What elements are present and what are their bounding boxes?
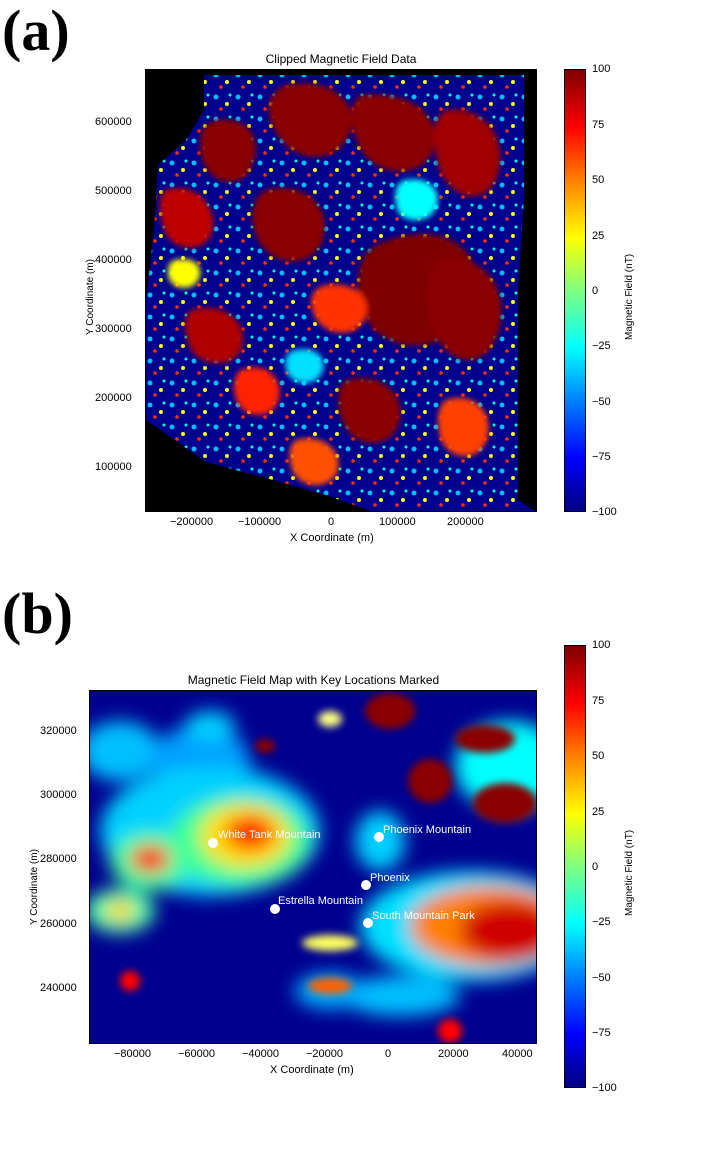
xtick-b-4: 0 [385, 1048, 392, 1060]
cbtick-a-7: −75 [592, 451, 611, 463]
ytick-b-4: 320000 [40, 725, 77, 737]
ytick-b-2: 280000 [40, 853, 77, 865]
cbtick-b-0: 100 [592, 639, 611, 651]
xtick-a-1: −100000 [238, 516, 282, 528]
panel-label-a: (a) [2, 0, 70, 63]
cbtick-b-2: 50 [592, 750, 605, 762]
heatmap-b-svg [90, 693, 536, 1043]
cbtick-b-3: 25 [592, 806, 605, 818]
xtick-b-5: 20000 [438, 1048, 469, 1060]
heatmap-a [145, 69, 537, 512]
cbtick-a-1: 75 [592, 119, 605, 131]
colorbar-label-a: Magnetic Field (nT) [624, 253, 635, 340]
label-phoenix-mountain: Phoenix Mountain [383, 824, 472, 836]
xtick-a-2: 0 [328, 516, 335, 528]
xtick-b-0: −80000 [114, 1048, 152, 1060]
marker-white-tank [208, 838, 218, 848]
label-white-tank: White Tank Mountain [218, 829, 321, 841]
chart-title-b: Magnetic Field Map with Key Locations Ma… [187, 673, 440, 687]
xtick-a-0: −200000 [170, 516, 214, 528]
cbtick-b-5: −25 [592, 916, 611, 928]
xlabel-a: X Coordinate (m) [290, 532, 374, 544]
ytick-a-0: 100000 [95, 461, 132, 473]
cbtick-a-5: −25 [592, 340, 611, 352]
xtick-a-4: 200000 [447, 516, 484, 528]
ytick-b-1: 260000 [40, 918, 77, 930]
xtick-b-6: 40000 [502, 1048, 533, 1060]
ytick-b-3: 300000 [40, 789, 77, 801]
ytick-a-3: 400000 [95, 254, 132, 266]
cbtick-b-8: −100 [592, 1082, 617, 1094]
cbtick-b-1: 75 [592, 695, 605, 707]
label-south-mountain: South Mountain Park [372, 910, 475, 922]
panel-label-b: (b) [2, 581, 73, 646]
ytick-b-0: 240000 [40, 982, 77, 994]
ytick-a-4: 500000 [95, 185, 132, 197]
ytick-a-1: 200000 [95, 392, 132, 404]
marker-estrella [270, 904, 280, 914]
marker-phoenix-mountain [374, 832, 384, 842]
heatmap-b [89, 690, 537, 1044]
chart-title-a: Clipped Magnetic Field Data [265, 52, 417, 66]
label-phoenix: Phoenix [370, 872, 410, 884]
colorbar-a [564, 69, 586, 512]
marker-phoenix [361, 880, 371, 890]
colorbar-b [564, 645, 586, 1088]
ylabel-a: Y Coordinate (m) [85, 259, 96, 335]
cbtick-a-4: 0 [592, 285, 599, 297]
cbtick-a-2: 50 [592, 174, 605, 186]
xtick-b-3: −20000 [306, 1048, 344, 1060]
ytick-a-5: 600000 [95, 116, 132, 128]
xtick-a-3: 100000 [379, 516, 416, 528]
colorbar-label-b: Magnetic Field (nT) [624, 829, 635, 916]
xlabel-b: X Coordinate (m) [270, 1064, 354, 1076]
cbtick-a-6: −50 [592, 396, 611, 408]
cbtick-a-3: 25 [592, 230, 605, 242]
cbtick-b-7: −75 [592, 1027, 611, 1039]
cbtick-b-4: 0 [592, 861, 599, 873]
cbtick-a-0: 100 [592, 63, 611, 75]
ytick-a-2: 300000 [95, 323, 132, 335]
ylabel-b: Y Coordinate (m) [29, 849, 40, 925]
label-estrella: Estrella Mountain [278, 895, 363, 907]
heatmap-a-svg [146, 75, 536, 511]
xtick-b-1: −60000 [178, 1048, 216, 1060]
xtick-b-2: −40000 [242, 1048, 280, 1060]
cbtick-b-6: −50 [592, 972, 611, 984]
marker-south-mountain [363, 918, 373, 928]
cbtick-a-8: −100 [592, 506, 617, 518]
